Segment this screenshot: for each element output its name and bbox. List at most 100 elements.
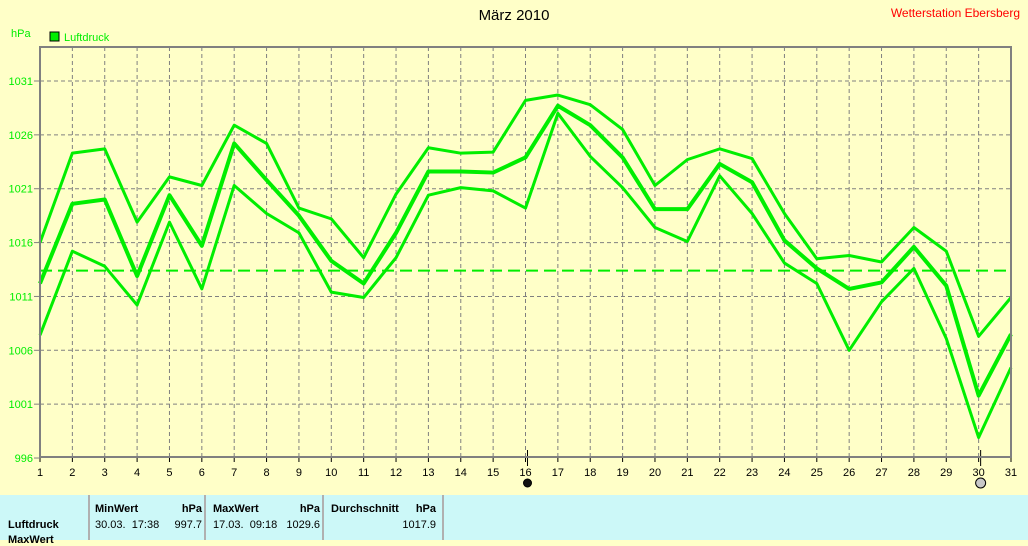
data-point-max — [168, 176, 171, 178]
data-point-max — [816, 257, 818, 260]
x-tick-label: 23 — [746, 467, 758, 479]
data-point-min — [945, 337, 948, 340]
data-point-min — [492, 190, 494, 192]
data-point-max — [492, 151, 494, 153]
data-point-mean — [492, 171, 494, 174]
data-point-min — [168, 221, 171, 223]
max-unit: hPa — [299, 503, 320, 515]
data-point-min — [362, 296, 365, 299]
data-point-mean — [168, 194, 171, 196]
data-point-min — [459, 186, 462, 189]
data-point-mean — [783, 239, 786, 242]
x-tick-label: 4 — [134, 467, 140, 479]
data-point-max — [977, 335, 980, 338]
x-tick-label: 13 — [422, 467, 434, 479]
data-point-max — [848, 254, 850, 257]
data-point-mean — [103, 198, 106, 201]
data-point-max — [686, 158, 689, 161]
legend-label: Luftdruck — [64, 32, 110, 44]
x-tick-label: 15 — [487, 467, 499, 479]
data-point-min — [654, 226, 656, 229]
x-tick-label: 2 — [69, 467, 75, 479]
avg-unit: hPa — [415, 503, 436, 515]
data-point-min — [395, 256, 397, 259]
row-label-maxwert: MaxWert — [8, 534, 54, 546]
data-point-mean — [686, 208, 689, 210]
x-tick-label: 29 — [940, 467, 952, 479]
x-tick-label: 18 — [584, 467, 596, 479]
x-tick-label: 21 — [681, 467, 693, 479]
data-point-max — [330, 218, 333, 220]
chart-title: März 2010 — [479, 7, 550, 24]
data-point-mean — [201, 245, 203, 247]
min-value: 997.7 — [174, 519, 202, 531]
x-tick-label: 11 — [358, 467, 369, 479]
data-point-max — [524, 99, 527, 102]
data-point-mean — [880, 281, 883, 284]
data-point-min — [718, 174, 721, 177]
data-point-max — [557, 94, 559, 96]
data-point-mean — [654, 208, 656, 210]
data-point-max — [945, 250, 948, 252]
data-point-min — [298, 232, 300, 234]
y-tick-label: 1006 — [9, 345, 33, 357]
data-point-mean — [71, 203, 74, 205]
data-point-min — [427, 194, 430, 196]
max-column: MaxWert hPa 17.03. 09:18 1029.6 — [204, 495, 324, 540]
data-point-max — [103, 148, 106, 150]
data-point-mean — [557, 104, 559, 107]
x-tick-label: 20 — [649, 467, 661, 479]
min-column: MinWert hPa 30.03. 17:38 997.7 — [88, 495, 206, 540]
plot-frame — [39, 46, 1012, 458]
data-point-max — [71, 152, 74, 154]
data-point-min — [913, 267, 915, 270]
data-point-min — [589, 155, 592, 158]
data-point-mean — [330, 260, 333, 262]
statistics-table: Luftdruck MaxWert MinWert hPa 30.03. 17:… — [0, 495, 1028, 546]
x-tick-label: 22 — [714, 467, 726, 479]
data-point-max — [459, 152, 462, 154]
data-point-min — [751, 212, 753, 215]
max-time: 17.03. 09:18 — [213, 519, 278, 531]
data-point-mean — [718, 163, 721, 165]
x-tick-label: 5 — [166, 467, 172, 479]
data-point-mean — [848, 288, 850, 290]
data-point-mean — [589, 124, 592, 126]
data-point-mean — [945, 284, 948, 287]
data-point-min — [686, 240, 689, 243]
x-tick-label: 31 — [1005, 467, 1017, 479]
x-tick-label: 9 — [296, 467, 302, 479]
x-tick-label: 24 — [778, 467, 790, 479]
data-point-mean — [751, 181, 753, 184]
data-point-mean — [136, 275, 138, 277]
data-point-max — [233, 124, 235, 126]
data-point-min — [201, 288, 203, 290]
max-value: 1029.6 — [286, 519, 320, 531]
data-point-min — [330, 291, 333, 293]
x-tick-label: 1 — [37, 467, 43, 479]
data-point-mean — [621, 156, 624, 159]
data-point-mean — [233, 142, 235, 145]
data-point-min — [977, 436, 980, 439]
y-tick-label: 996 — [15, 453, 33, 465]
x-tick-label: 8 — [264, 467, 270, 479]
data-point-min — [103, 265, 106, 268]
data-point-max — [395, 193, 397, 195]
x-tick-label: 14 — [455, 467, 467, 479]
data-point-max — [783, 212, 786, 215]
data-point-max — [427, 146, 430, 149]
data-point-max — [654, 184, 656, 187]
y-tick-label: 1031 — [9, 76, 33, 88]
data-point-max — [913, 226, 915, 229]
full-moon-icon — [975, 477, 987, 489]
x-tick-label: 28 — [908, 467, 920, 479]
data-point-mean — [265, 179, 268, 181]
x-tick-label: 25 — [811, 467, 823, 479]
x-tick-label: 3 — [102, 467, 108, 479]
avg-header: Durchschnitt — [331, 503, 399, 515]
station-name: Wetterstation Ebersberg — [891, 6, 1020, 20]
data-point-min — [524, 207, 527, 209]
x-tick-label: 30 — [973, 467, 985, 479]
data-point-max — [136, 221, 138, 223]
x-tick-label: 12 — [390, 467, 402, 479]
